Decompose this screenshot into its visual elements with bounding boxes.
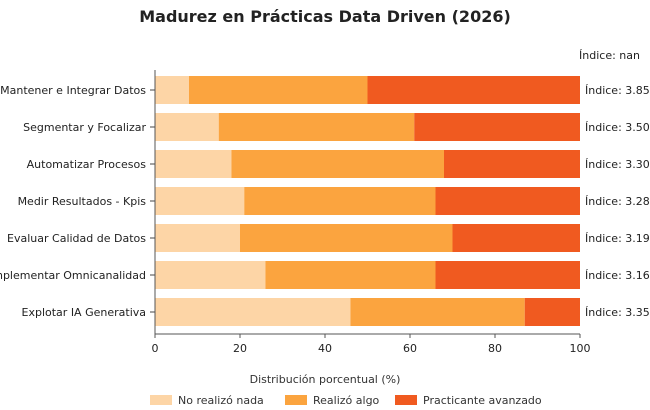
bar-segment-1: [155, 224, 240, 252]
bar-segment-1: [155, 113, 219, 141]
bar-segment-3: [435, 187, 580, 215]
legend-swatch: [150, 395, 172, 405]
bar-segment-2: [350, 298, 525, 326]
index-label: Índice: 3.19: [585, 232, 650, 245]
x-tick-label: 80: [488, 342, 502, 355]
bar-segment-3: [414, 113, 580, 141]
category-label: Evaluar Calidad de Datos: [7, 232, 146, 245]
index-label: Índice: 3.85: [585, 84, 650, 97]
x-tick-label: 40: [318, 342, 332, 355]
index-label: Índice: 3.30: [585, 158, 650, 171]
index-label: Índice: 3.28: [585, 195, 650, 208]
bar-segment-1: [155, 76, 189, 104]
bar-segment-1: [155, 187, 245, 215]
category-label: Mantener e Integrar Datos: [0, 84, 146, 97]
bar-segment-3: [444, 150, 580, 178]
bar-segment-2: [240, 224, 453, 252]
legend: No realizó nada Realizó algo Practicante a…: [150, 393, 570, 409]
x-tick-label: 20: [233, 342, 247, 355]
legend-label: Practicante avanzado: [423, 393, 542, 407]
top-index-note: Índice: nan: [579, 49, 640, 62]
legend-swatch: [285, 395, 307, 405]
index-label: Índice: 3.35: [585, 306, 650, 319]
legend-item: Realizó algo: [285, 393, 379, 407]
index-label: Índice: 3.50: [585, 121, 650, 134]
bar-segment-3: [435, 261, 580, 289]
legend-label: Realizó algo: [313, 393, 380, 407]
category-label: Segmentar y Focalizar: [23, 121, 146, 134]
category-label: Medir Resultados - Kpis: [18, 195, 147, 208]
legend-item: No realizó nada: [150, 393, 264, 407]
legend-swatch: [395, 395, 417, 405]
bar-segment-3: [524, 298, 580, 326]
chart-title: Madurez en Prácticas Data Driven (2026): [139, 7, 511, 26]
x-tick-label: 60: [403, 342, 417, 355]
legend-item: Practicante avanzado: [395, 393, 542, 407]
bar-segment-1: [155, 261, 266, 289]
bar-segment-2: [231, 150, 444, 178]
bar-segment-1: [155, 150, 232, 178]
bar-segment-2: [265, 261, 436, 289]
index-label: Índice: 3.16: [585, 269, 650, 282]
x-tick-label: 100: [570, 342, 591, 355]
x-axis-label: Distribución porcentual (%): [249, 373, 401, 386]
bar-segment-2: [218, 113, 415, 141]
category-label: Explotar IA Generativa: [22, 306, 146, 319]
bar-segment-2: [244, 187, 436, 215]
category-label: Implementar Omnicanalidad: [0, 269, 146, 282]
bar-segment-1: [155, 298, 351, 326]
bar-segment-3: [452, 224, 580, 252]
x-tick-label: 0: [152, 342, 159, 355]
legend-label: No realizó nada: [178, 393, 264, 407]
bar-segment-2: [189, 76, 368, 104]
category-label: Automatizar Procesos: [27, 158, 147, 171]
bar-segment-3: [367, 76, 580, 104]
